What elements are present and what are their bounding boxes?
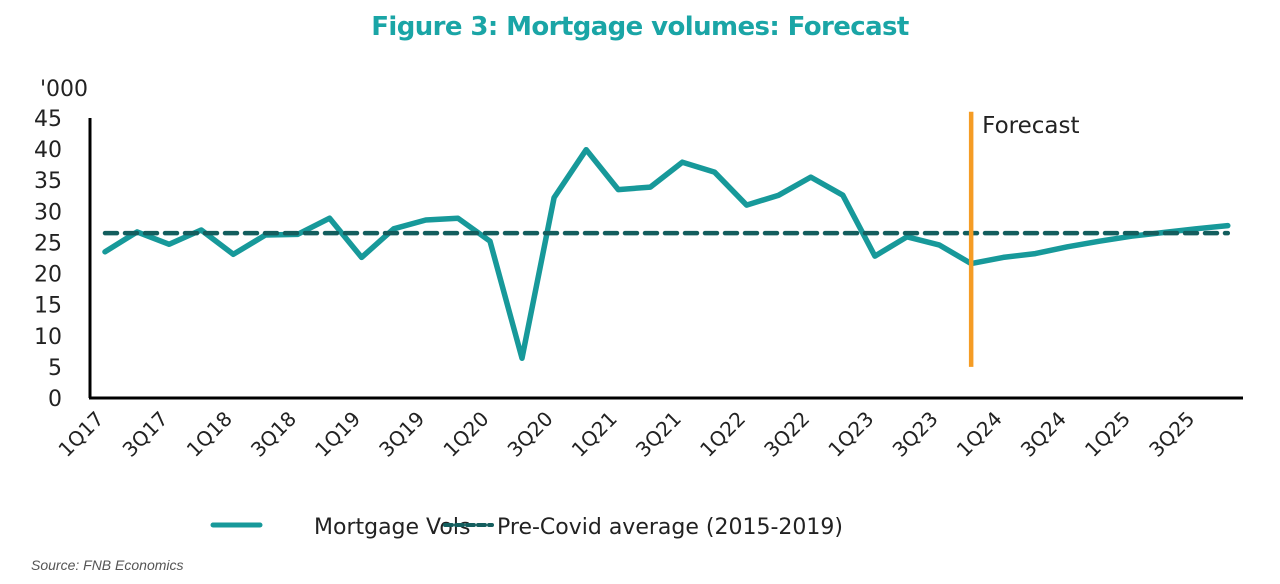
source-note: Source: FNB Economics — [31, 557, 184, 573]
y-tick-label: 0 — [48, 387, 62, 412]
x-tick-label: 1Q20 — [438, 407, 493, 462]
x-tick-label: 3Q21 — [631, 407, 686, 462]
x-tick-label: 1Q23 — [823, 407, 878, 462]
x-tick-label: 3Q18 — [246, 407, 301, 462]
x-tick-label: 1Q19 — [310, 407, 365, 462]
y-axis-ticks: 0 5 10 15 20 25 30 35 40 45 — [34, 107, 62, 412]
chart-title: Figure 3: Mortgage volumes: Forecast — [371, 12, 909, 42]
y-tick-label: 45 — [34, 107, 62, 132]
x-tick-label: 3Q24 — [1016, 407, 1071, 462]
x-tick-label: 3Q23 — [888, 407, 943, 462]
x-tick-label: 3Q22 — [759, 407, 814, 462]
y-tick-label: 10 — [34, 325, 62, 350]
y-tick-label: 25 — [34, 231, 62, 256]
x-tick-label: 1Q21 — [567, 407, 622, 462]
y-tick-label: 30 — [34, 200, 62, 225]
x-tick-label: 1Q17 — [53, 407, 108, 462]
series-layer — [102, 146, 1231, 361]
x-tick-label: 3Q19 — [374, 407, 429, 462]
legend-label-mortgage-vols: Mortgage Vols — [314, 515, 470, 540]
x-tick-label: 1Q24 — [952, 407, 1007, 462]
legend: Mortgage Vols Pre-Covid average (2015-20… — [210, 515, 843, 540]
y-axis-unit-label: '000 — [40, 77, 88, 102]
x-tick-label: 3Q25 — [1144, 407, 1199, 462]
y-tick-label: 40 — [34, 138, 62, 163]
forecast-label: Forecast — [982, 113, 1079, 139]
y-tick-label: 5 — [48, 356, 62, 381]
x-tick-label: 1Q25 — [1080, 407, 1135, 462]
y-tick-label: 35 — [34, 169, 62, 194]
x-tick-label: 1Q22 — [695, 407, 750, 462]
legend-label-precovid-average: Pre-Covid average (2015-2019) — [497, 515, 843, 540]
x-tick-label: 1Q18 — [182, 407, 237, 462]
annotation-layer: Forecast — [968, 111, 1079, 367]
y-tick-label: 15 — [34, 294, 62, 319]
x-tick-label: 3Q17 — [118, 407, 173, 462]
x-axis-ticks: 1Q17 3Q17 1Q18 3Q18 1Q19 3Q19 1Q20 3Q20 1Q21 3Q21… — [53, 407, 1199, 462]
y-tick-label: 20 — [34, 263, 62, 288]
x-tick-label: 3Q20 — [503, 407, 558, 462]
series-line-mortgage-vols — [102, 146, 1231, 361]
